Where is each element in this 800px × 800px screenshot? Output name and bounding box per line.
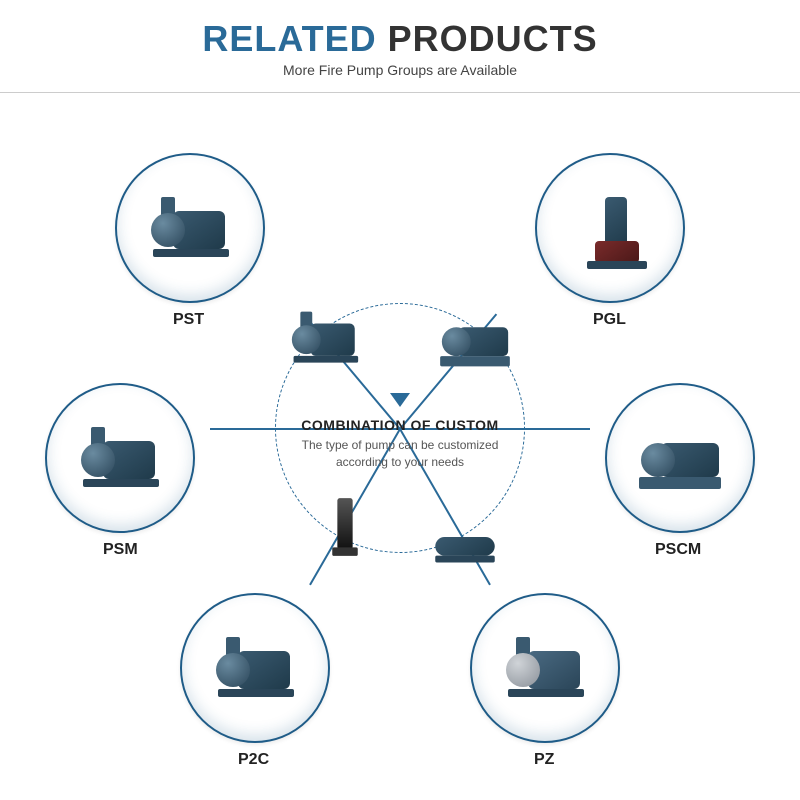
- pump-icon: [145, 193, 235, 263]
- header: RELATED PRODUCTS More Fire Pump Groups a…: [0, 0, 800, 93]
- title-rest: PRODUCTS: [377, 18, 598, 59]
- product-node-pscm: [605, 383, 755, 533]
- product-node-pgl: [535, 153, 685, 303]
- product-label-pgl: PGL: [593, 311, 626, 329]
- center-pump-icon: [427, 518, 504, 578]
- product-label-psm: PSM: [103, 541, 138, 559]
- pump-icon: [635, 423, 725, 493]
- pump-icon: [500, 633, 590, 703]
- center-content: COMBINATION OF CUSTOM The type of pump c…: [275, 393, 525, 471]
- center-pump-icon: [437, 310, 514, 370]
- product-node-psm: [45, 383, 195, 533]
- pump-icon: [565, 193, 655, 263]
- pump-icon: [210, 633, 300, 703]
- chevron-down-icon: [390, 393, 410, 407]
- title-accent: RELATED: [202, 18, 376, 59]
- product-label-p2c: P2C: [238, 751, 269, 769]
- product-label-pscm: PSCM: [655, 541, 701, 559]
- subtitle: More Fire Pump Groups are Available: [0, 62, 800, 78]
- product-node-pst: [115, 153, 265, 303]
- pump-icon: [75, 423, 165, 493]
- product-label-pst: PST: [173, 311, 204, 329]
- center-pump-icon: [332, 498, 358, 556]
- product-node-pz: [470, 593, 620, 743]
- center-title: COMBINATION OF CUSTOM: [275, 417, 525, 433]
- center-pump-icon: [287, 308, 364, 368]
- product-diagram: COMBINATION OF CUSTOM The type of pump c…: [0, 93, 800, 793]
- center-desc: The type of pump can be customized accor…: [275, 437, 525, 471]
- page-title: RELATED PRODUCTS: [0, 18, 800, 60]
- product-label-pz: PZ: [534, 751, 554, 769]
- product-node-p2c: [180, 593, 330, 743]
